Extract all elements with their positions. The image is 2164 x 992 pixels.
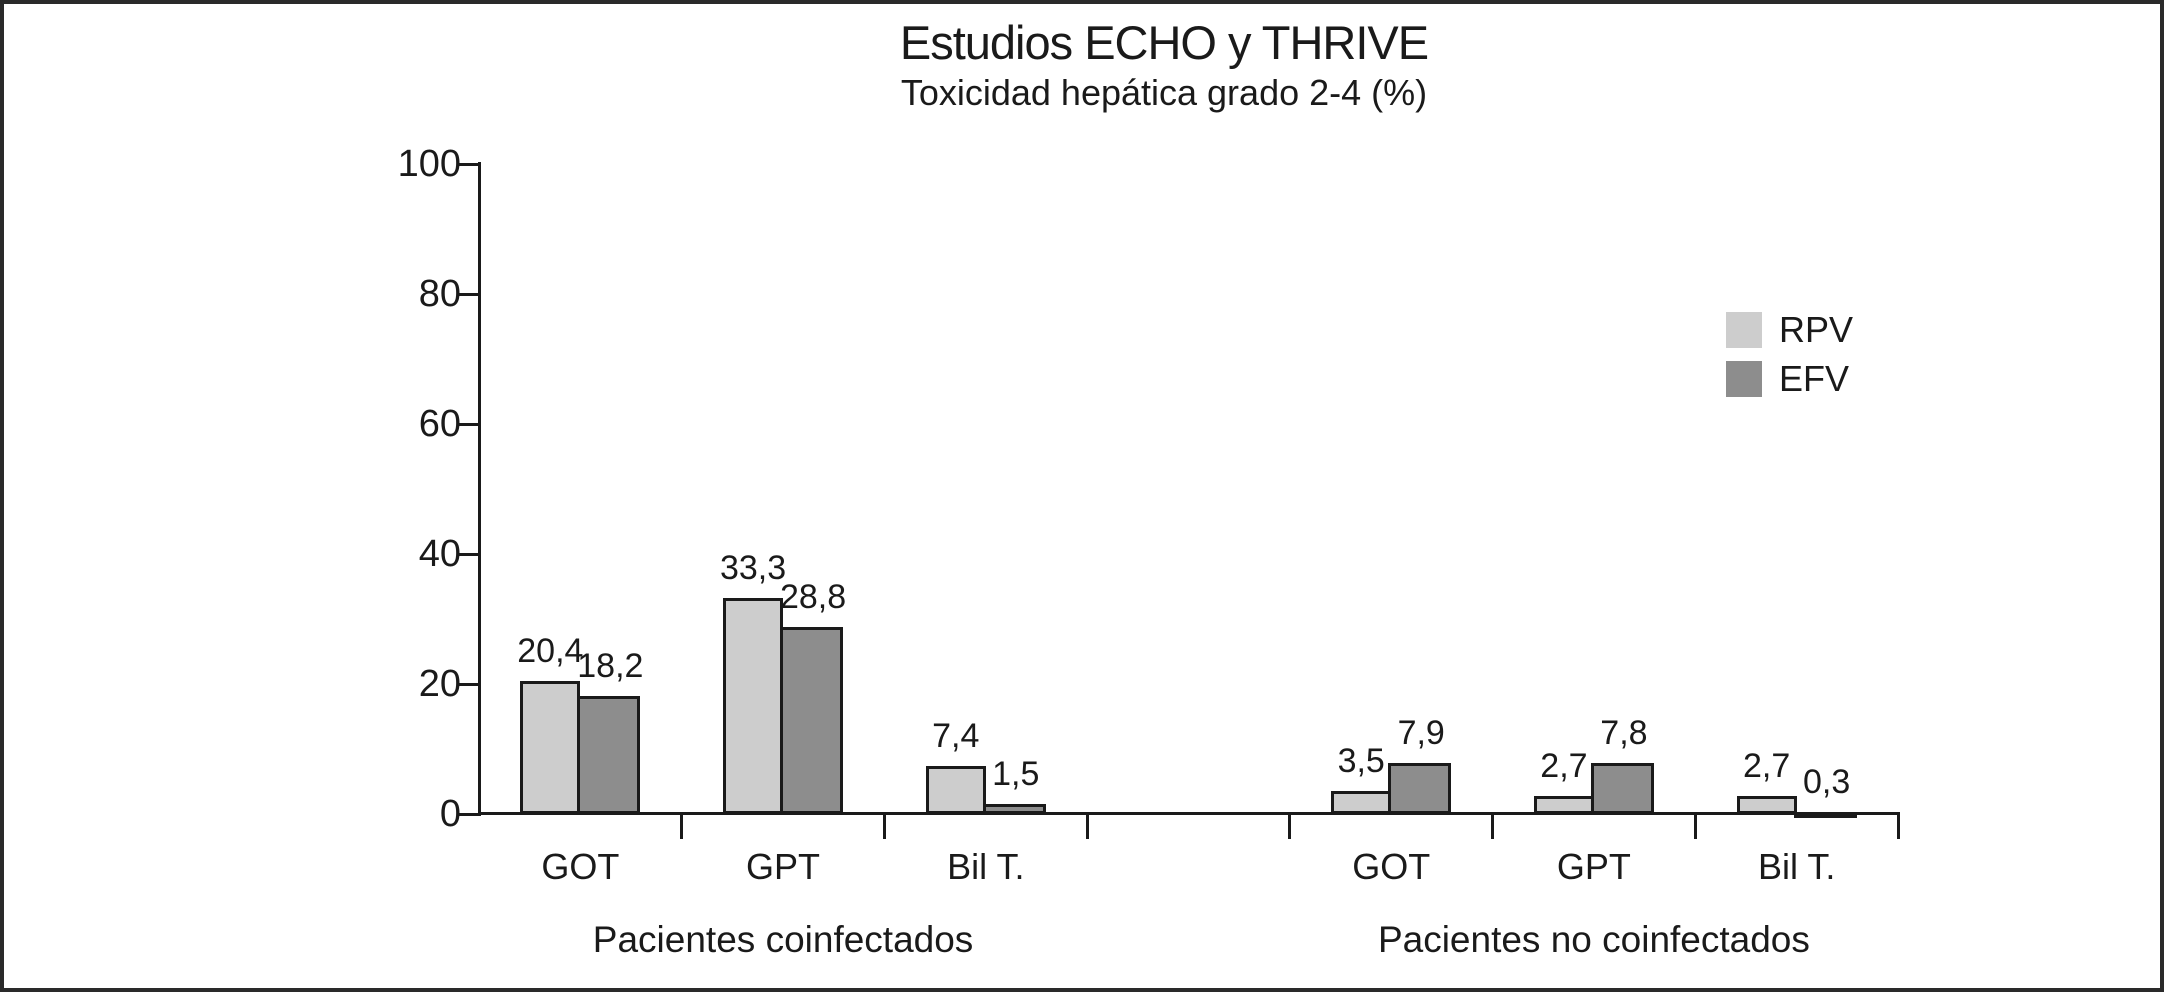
- category-label: Bil T.: [1757, 846, 1836, 887]
- bar-value-label: 2,7: [1540, 747, 1588, 785]
- category-label: GOT: [1352, 846, 1431, 887]
- legend-swatch-efv: [1726, 361, 1762, 397]
- legend-label-efv: EFV: [1779, 358, 1850, 399]
- bar-value-label: 0,3: [1803, 763, 1851, 801]
- bar-rpv: [723, 598, 784, 814]
- y-tick: [458, 683, 479, 686]
- bar-rpv: [520, 681, 581, 814]
- x-tick: [1085, 815, 1089, 839]
- bar-efv: [1793, 812, 1857, 818]
- bar-value-label: 20,4: [517, 632, 584, 670]
- group-label: Pacientes no coinfectados: [1377, 919, 1810, 960]
- chart-subtitle: Toxicidad hepática grado 2-4 (%): [900, 72, 1428, 113]
- category-label: GOT: [541, 846, 620, 887]
- x-tick: [1896, 815, 1900, 839]
- y-tick: [458, 423, 479, 426]
- bar-value-label: 7,9: [1397, 714, 1445, 752]
- x-tick: [1491, 815, 1495, 839]
- y-tick-label: 20: [418, 663, 461, 705]
- bar-value-label: 7,8: [1600, 714, 1648, 752]
- y-tick-label: 100: [397, 143, 461, 185]
- chart-title: Estudios ECHO y THRIVE: [899, 16, 1429, 69]
- bar-rpv: [925, 766, 986, 814]
- bar-value-label: 18,2: [577, 647, 644, 685]
- bar-value-label: 3,5: [1337, 742, 1385, 780]
- legend-row-efv: EFV: [1726, 361, 1853, 397]
- bar-rpv: [1533, 796, 1594, 814]
- bar-value-label: 7,4: [932, 717, 980, 755]
- y-tick-label: 0: [439, 793, 461, 835]
- bar-value-label: 28,8: [779, 578, 847, 616]
- x-tick: [1693, 815, 1697, 839]
- bar-rpv: [1736, 796, 1797, 814]
- y-tick-label: 60: [418, 403, 461, 445]
- legend-row-rpv: RPV: [1726, 312, 1853, 348]
- x-tick: [882, 815, 886, 839]
- group-label: Pacientes coinfectados: [592, 919, 974, 960]
- y-tick-label: 80: [418, 273, 461, 315]
- bar-efv: [1388, 763, 1452, 814]
- y-tick: [458, 163, 479, 166]
- bar-efv: [577, 696, 641, 814]
- x-axis-line: [478, 812, 1900, 815]
- bar-efv: [982, 804, 1046, 814]
- bar-rpv: [1331, 791, 1392, 814]
- y-tick: [458, 293, 479, 296]
- bar-efv: [1590, 763, 1654, 814]
- bar-value-label: 1,5: [992, 755, 1040, 793]
- y-tick-label: 40: [418, 533, 461, 575]
- bar-efv: [780, 627, 844, 814]
- category-label: GPT: [746, 846, 821, 887]
- x-tick: [1288, 815, 1292, 839]
- legend-swatch-rpv: [1726, 312, 1762, 348]
- category-label: Bil T.: [947, 846, 1025, 887]
- y-tick: [458, 553, 479, 556]
- y-tick: [458, 813, 479, 816]
- legend: RPV EFV: [1726, 312, 1853, 410]
- category-label: GPT: [1556, 846, 1631, 887]
- y-axis-line: [478, 162, 481, 816]
- x-tick: [680, 815, 684, 839]
- title-block: Estudios ECHO y THRIVE Toxicidad hepátic…: [434, 16, 1894, 114]
- bar-value-label: 2,7: [1743, 747, 1791, 785]
- bar-value-label: 33,3: [719, 549, 787, 587]
- legend-label-rpv: RPV: [1779, 309, 1854, 350]
